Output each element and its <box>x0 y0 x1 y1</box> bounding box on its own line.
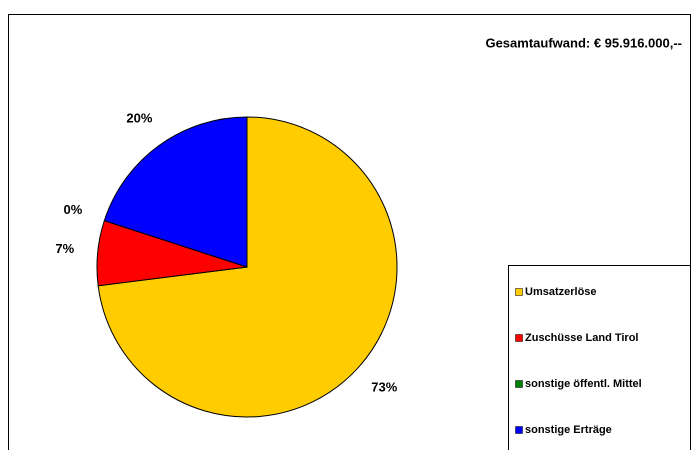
chart-title: Gesamtaufwand: € 95.916.000,-- <box>485 35 682 50</box>
data-label: 73% <box>371 379 397 394</box>
legend-label: Umsatzerlöse <box>525 286 597 298</box>
legend-swatch <box>515 288 523 296</box>
data-label: 7% <box>55 241 74 256</box>
legend-swatch <box>515 426 523 434</box>
pie-slice <box>103 116 248 268</box>
pie-slice <box>97 116 398 418</box>
legend-label: Zuschüsse Land Tirol <box>525 332 639 344</box>
legend-swatch <box>515 334 523 342</box>
chart-frame <box>8 14 691 450</box>
data-label: 0% <box>64 202 83 217</box>
legend-swatch <box>515 380 523 388</box>
legend-label: sonstige Erträge <box>525 424 612 436</box>
legend-label: sonstige öffentl. Mittel <box>525 378 642 390</box>
legend-box <box>508 265 691 450</box>
data-label: 20% <box>126 110 152 125</box>
